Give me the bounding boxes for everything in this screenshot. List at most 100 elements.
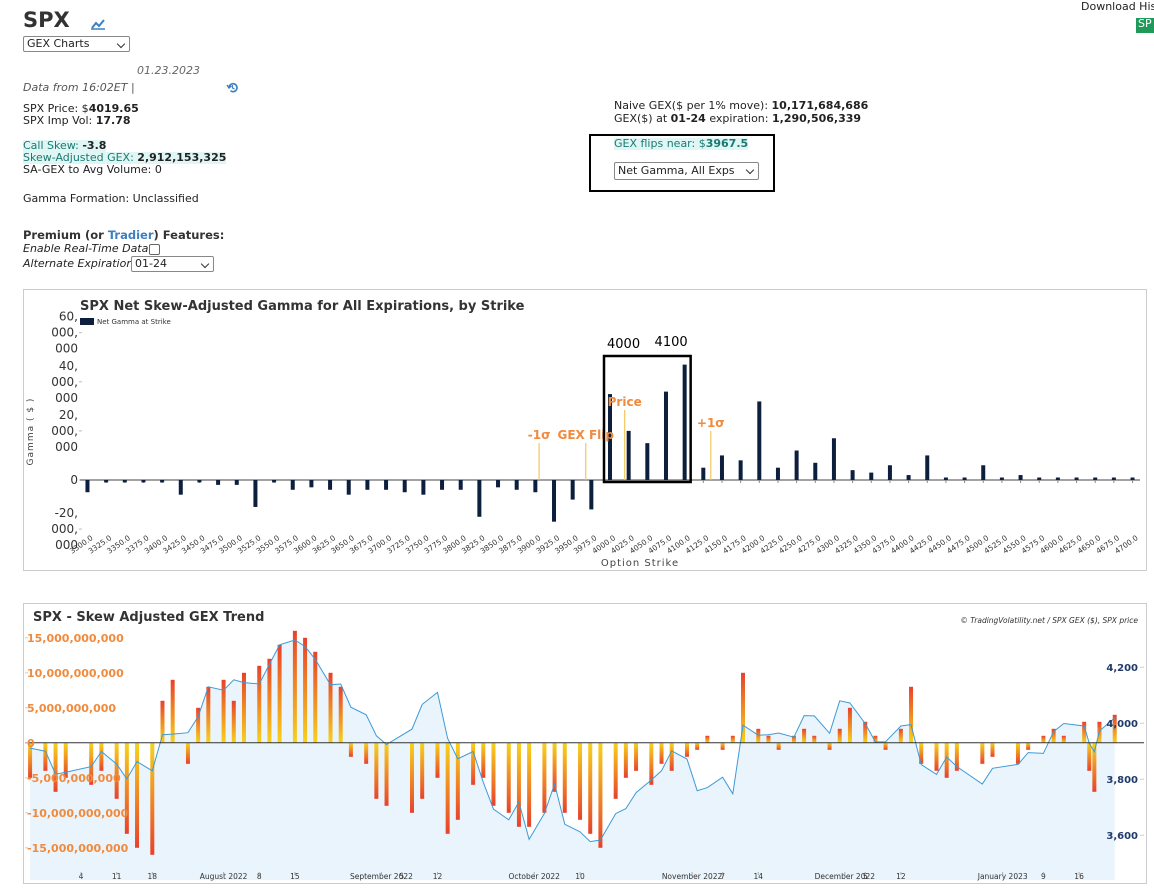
gex-bar: [435, 742, 440, 778]
gex-bar: [1061, 735, 1066, 743]
gex-bar: [898, 728, 903, 743]
trend-chart: SPX - Skew Adjusted GEX Trend © TradingVo…: [25, 610, 1144, 881]
gex-bar: [527, 742, 532, 827]
y-tick-label: 10,000,000,000: [27, 667, 124, 680]
x-tick-label: October 2022: [508, 872, 560, 881]
y-tick-label: 5,000,000,000: [27, 702, 116, 715]
bar: [813, 462, 818, 480]
bar: [458, 479, 463, 490]
formation: Gamma Formation: Unclassified: [23, 192, 199, 205]
bar: [178, 479, 183, 495]
x-axis-label: Option Strike: [601, 558, 679, 569]
y2-tick-label: 3,600: [1106, 831, 1138, 842]
alt-exp-label: Alternate Expiration: [23, 257, 134, 270]
gex-bar: [634, 742, 639, 771]
sagex-line: Skew-Adjusted GEX: 2,912,153,325: [23, 152, 227, 164]
bar: [981, 465, 986, 480]
strike-chart: SPX Net Skew-Adjusted Gamma for All Expi…: [26, 299, 1140, 569]
sagex-volume: SA-GEX to Avg Volume: 0: [23, 163, 162, 176]
date: 01.23.2023: [137, 64, 200, 77]
x-tick-label: August 2022: [200, 872, 248, 881]
gex-bar: [481, 742, 486, 778]
gex-bar: [185, 742, 190, 764]
bar: [514, 479, 519, 490]
gex-bar: [1092, 742, 1097, 792]
gex-bar: [348, 742, 353, 757]
gex-bar: [562, 742, 567, 813]
bar: [608, 394, 612, 480]
x-tick-label: 10: [575, 872, 585, 881]
exp-line: GEX($) at 01-24 expiration: 1,290,506,33…: [614, 113, 861, 125]
realtime-checkbox[interactable]: [149, 244, 160, 255]
gex-bar: [374, 742, 379, 799]
gex-bar: [410, 742, 415, 813]
gex-bar: [1082, 721, 1087, 743]
bar: [216, 479, 221, 485]
bar: [290, 479, 295, 490]
label: expiration:: [705, 112, 772, 125]
gex-bar: [944, 742, 949, 778]
y-tick-label: 0: [70, 473, 78, 487]
gex-bar: [267, 658, 272, 743]
gex-bar: [827, 742, 832, 750]
chart-icon[interactable]: [91, 18, 105, 30]
gex-bar: [588, 742, 593, 834]
highlight-label: 4100: [655, 335, 688, 350]
alt-exp-select[interactable]: 01-24: [131, 256, 214, 272]
gex-bar: [114, 742, 119, 799]
x-tick-label: January 2023: [977, 872, 1028, 881]
history-icon[interactable]: [226, 81, 239, 94]
gex-bar: [730, 735, 735, 743]
gex-bar: [160, 700, 165, 743]
bar: [775, 467, 780, 480]
label: Call Skew:: [23, 139, 83, 152]
bar: [122, 479, 127, 483]
gex-bar: [659, 742, 664, 764]
bar: [346, 479, 351, 495]
legend-label: Net Gamma at Strike: [97, 318, 171, 326]
bar: [869, 472, 874, 480]
x-tick-label: 7: [720, 872, 725, 881]
tradier-link[interactable]: Tradier: [107, 228, 154, 242]
gex-bar: [43, 742, 48, 771]
gex-bar: [863, 721, 868, 743]
gex-bar: [292, 630, 297, 743]
gex-bar: [980, 742, 985, 764]
y-tick-label: -10,000,000,000: [27, 807, 129, 820]
bar: [850, 470, 855, 480]
bar: [272, 479, 277, 483]
gex-bar: [791, 735, 796, 743]
gex-bar: [491, 742, 496, 806]
bar: [160, 479, 165, 483]
download-link[interactable]: Download Histo: [1081, 1, 1154, 13]
gex-bar: [954, 742, 959, 771]
chart-title: SPX Net Skew-Adjusted Gamma for All Expi…: [80, 299, 525, 314]
x-tick-label: November 2022: [662, 872, 723, 881]
y-tick-label: 60, 000, 000: [51, 310, 78, 356]
gex-bar: [63, 742, 68, 778]
gex-bar: [221, 679, 226, 743]
gamma-select[interactable]: Net Gamma, All Exps: [614, 162, 759, 180]
bar: [794, 450, 799, 480]
chart-title: SPX - Skew Adjusted GEX Trend: [33, 610, 264, 625]
bar: [663, 391, 668, 480]
bar: [1111, 477, 1116, 480]
bar: [197, 479, 202, 483]
gex-bar: [909, 686, 914, 743]
gex-bar: [231, 700, 236, 743]
x-tick-label: 11: [112, 872, 122, 881]
bar: [253, 479, 258, 507]
gex-bar: [196, 707, 201, 743]
gex-bar: [506, 742, 511, 813]
bar: [943, 477, 948, 480]
bar: [533, 479, 538, 493]
x-tick-label: 5: [863, 872, 868, 881]
chart-select[interactable]: GEX Charts: [23, 36, 130, 52]
bar: [496, 479, 501, 488]
credit: © TradingVolatility.net / SPX GEX ($), S…: [960, 616, 1138, 625]
chart-frame: [23, 603, 1147, 884]
download-button[interactable]: SP: [1136, 18, 1154, 33]
bar: [906, 475, 911, 480]
bar: [1018, 475, 1023, 480]
